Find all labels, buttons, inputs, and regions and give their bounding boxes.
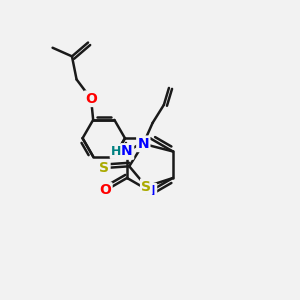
Text: N: N	[137, 137, 149, 151]
Text: O: O	[99, 184, 111, 197]
Text: O: O	[85, 92, 97, 106]
Text: S: S	[141, 180, 151, 194]
Text: H: H	[111, 145, 121, 158]
Text: N: N	[144, 184, 156, 198]
Text: N: N	[121, 145, 133, 158]
Text: S: S	[99, 161, 109, 175]
